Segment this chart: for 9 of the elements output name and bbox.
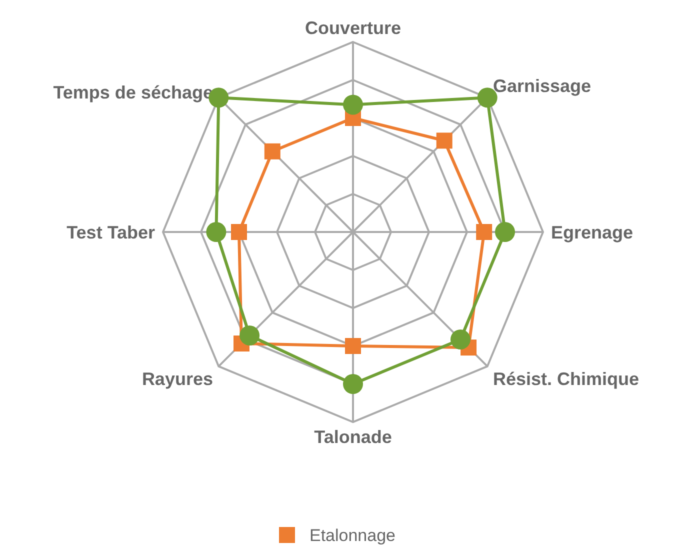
- spoke-label: Résist. Chimique: [493, 368, 640, 389]
- legend-label: Etalonnage: [309, 526, 396, 546]
- spoke-label: Test Taber: [66, 222, 155, 242]
- spoke-label: Talonade: [314, 426, 392, 447]
- spoke-label: Rayures: [142, 368, 213, 389]
- spoke-label: Couverture: [304, 18, 402, 38]
- spoke-label: Temps de séchage: [53, 82, 213, 102]
- spoke-label: Garnissage: [493, 76, 592, 96]
- spoke-label: Egrenage: [551, 222, 634, 242]
